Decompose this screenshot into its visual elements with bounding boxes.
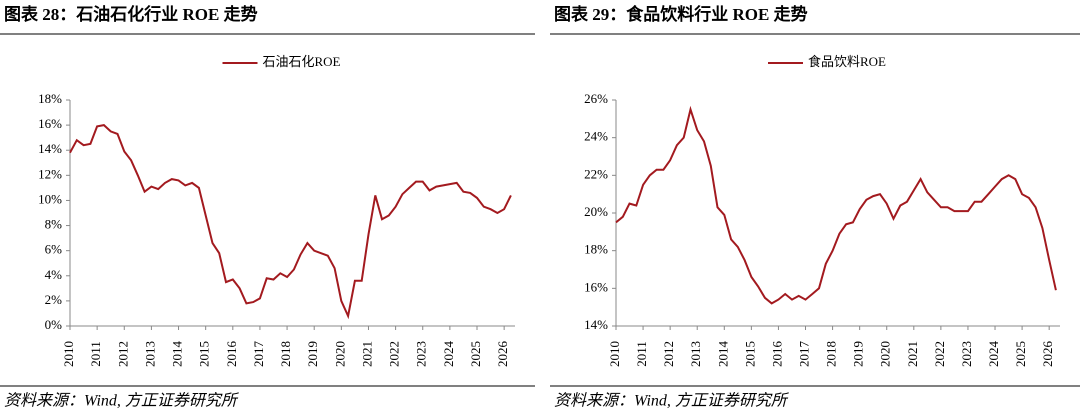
x-tick-label: 2018 <box>824 341 839 367</box>
chart-title: 图表 28：石油石化行业 ROE 走势 <box>4 4 258 24</box>
x-tick-label: 2019 <box>851 341 866 367</box>
x-tick-label: 2012 <box>661 341 676 367</box>
y-tick-label: 24% <box>584 129 608 144</box>
x-tick-label: 2024 <box>441 341 456 368</box>
x-tick-label: 2026 <box>495 341 510 368</box>
x-tick-label: 2011 <box>88 341 103 367</box>
y-tick-label: 16% <box>38 116 62 131</box>
x-tick-label: 2012 <box>115 341 130 367</box>
x-tick-label: 2020 <box>878 341 893 367</box>
x-tick-label: 2017 <box>796 341 811 368</box>
x-tick-label: 2019 <box>305 341 320 367</box>
y-tick-label: 6% <box>45 242 63 257</box>
y-tick-label: 26% <box>584 91 608 106</box>
x-tick-label: 2016 <box>769 341 784 368</box>
legend-label: 石油石化ROE <box>263 54 341 69</box>
x-tick-label: 2017 <box>251 341 266 368</box>
y-tick-label: 16% <box>584 279 608 294</box>
x-tick-label: 2025 <box>1013 341 1028 367</box>
x-tick-label: 2014 <box>715 341 730 368</box>
y-tick-label: 12% <box>38 166 62 181</box>
x-tick-label: 2015 <box>197 341 212 367</box>
y-tick-label: 8% <box>45 217 63 232</box>
x-tick-label: 2018 <box>278 341 293 367</box>
chart-title: 图表 29：食品饮料行业 ROE 走势 <box>554 4 808 24</box>
series-line <box>615 105 1057 305</box>
y-tick-label: 2% <box>45 292 63 307</box>
y-tick-label: 20% <box>584 204 608 219</box>
x-tick-label: 2021 <box>359 341 374 367</box>
x-tick-label: 2013 <box>142 341 157 367</box>
source: 资料来源：Wind, 方正证券研究所 <box>554 392 790 410</box>
legend-label: 食品饮料ROE <box>808 54 886 69</box>
source: 资料来源：Wind, 方正证券研究所 <box>4 392 240 410</box>
x-tick-label: 2023 <box>959 341 974 367</box>
y-tick-label: 4% <box>45 267 63 282</box>
x-tick-label: 2013 <box>688 341 703 367</box>
series-line <box>69 124 512 320</box>
x-tick-label: 2023 <box>414 341 429 367</box>
x-tick-label: 2020 <box>332 341 347 367</box>
x-tick-label: 2026 <box>1040 341 1055 368</box>
x-tick-label: 2021 <box>905 341 920 367</box>
x-tick-label: 2014 <box>170 341 185 368</box>
x-tick-label: 2024 <box>986 341 1001 368</box>
x-tick-label: 2025 <box>468 341 483 367</box>
x-tick-label: 2015 <box>742 341 757 367</box>
x-tick-label: 2010 <box>607 341 622 367</box>
y-tick-label: 14% <box>584 317 608 332</box>
y-tick-label: 18% <box>38 91 62 106</box>
x-tick-label: 2022 <box>387 341 402 367</box>
x-tick-label: 2016 <box>224 341 239 368</box>
x-tick-label: 2011 <box>634 341 649 367</box>
y-tick-label: 10% <box>38 191 62 206</box>
y-tick-label: 0% <box>45 317 63 332</box>
x-tick-label: 2022 <box>932 341 947 367</box>
x-tick-label: 2010 <box>61 341 76 367</box>
y-tick-label: 14% <box>38 141 62 156</box>
y-tick-label: 22% <box>584 166 608 181</box>
y-tick-label: 18% <box>584 242 608 257</box>
